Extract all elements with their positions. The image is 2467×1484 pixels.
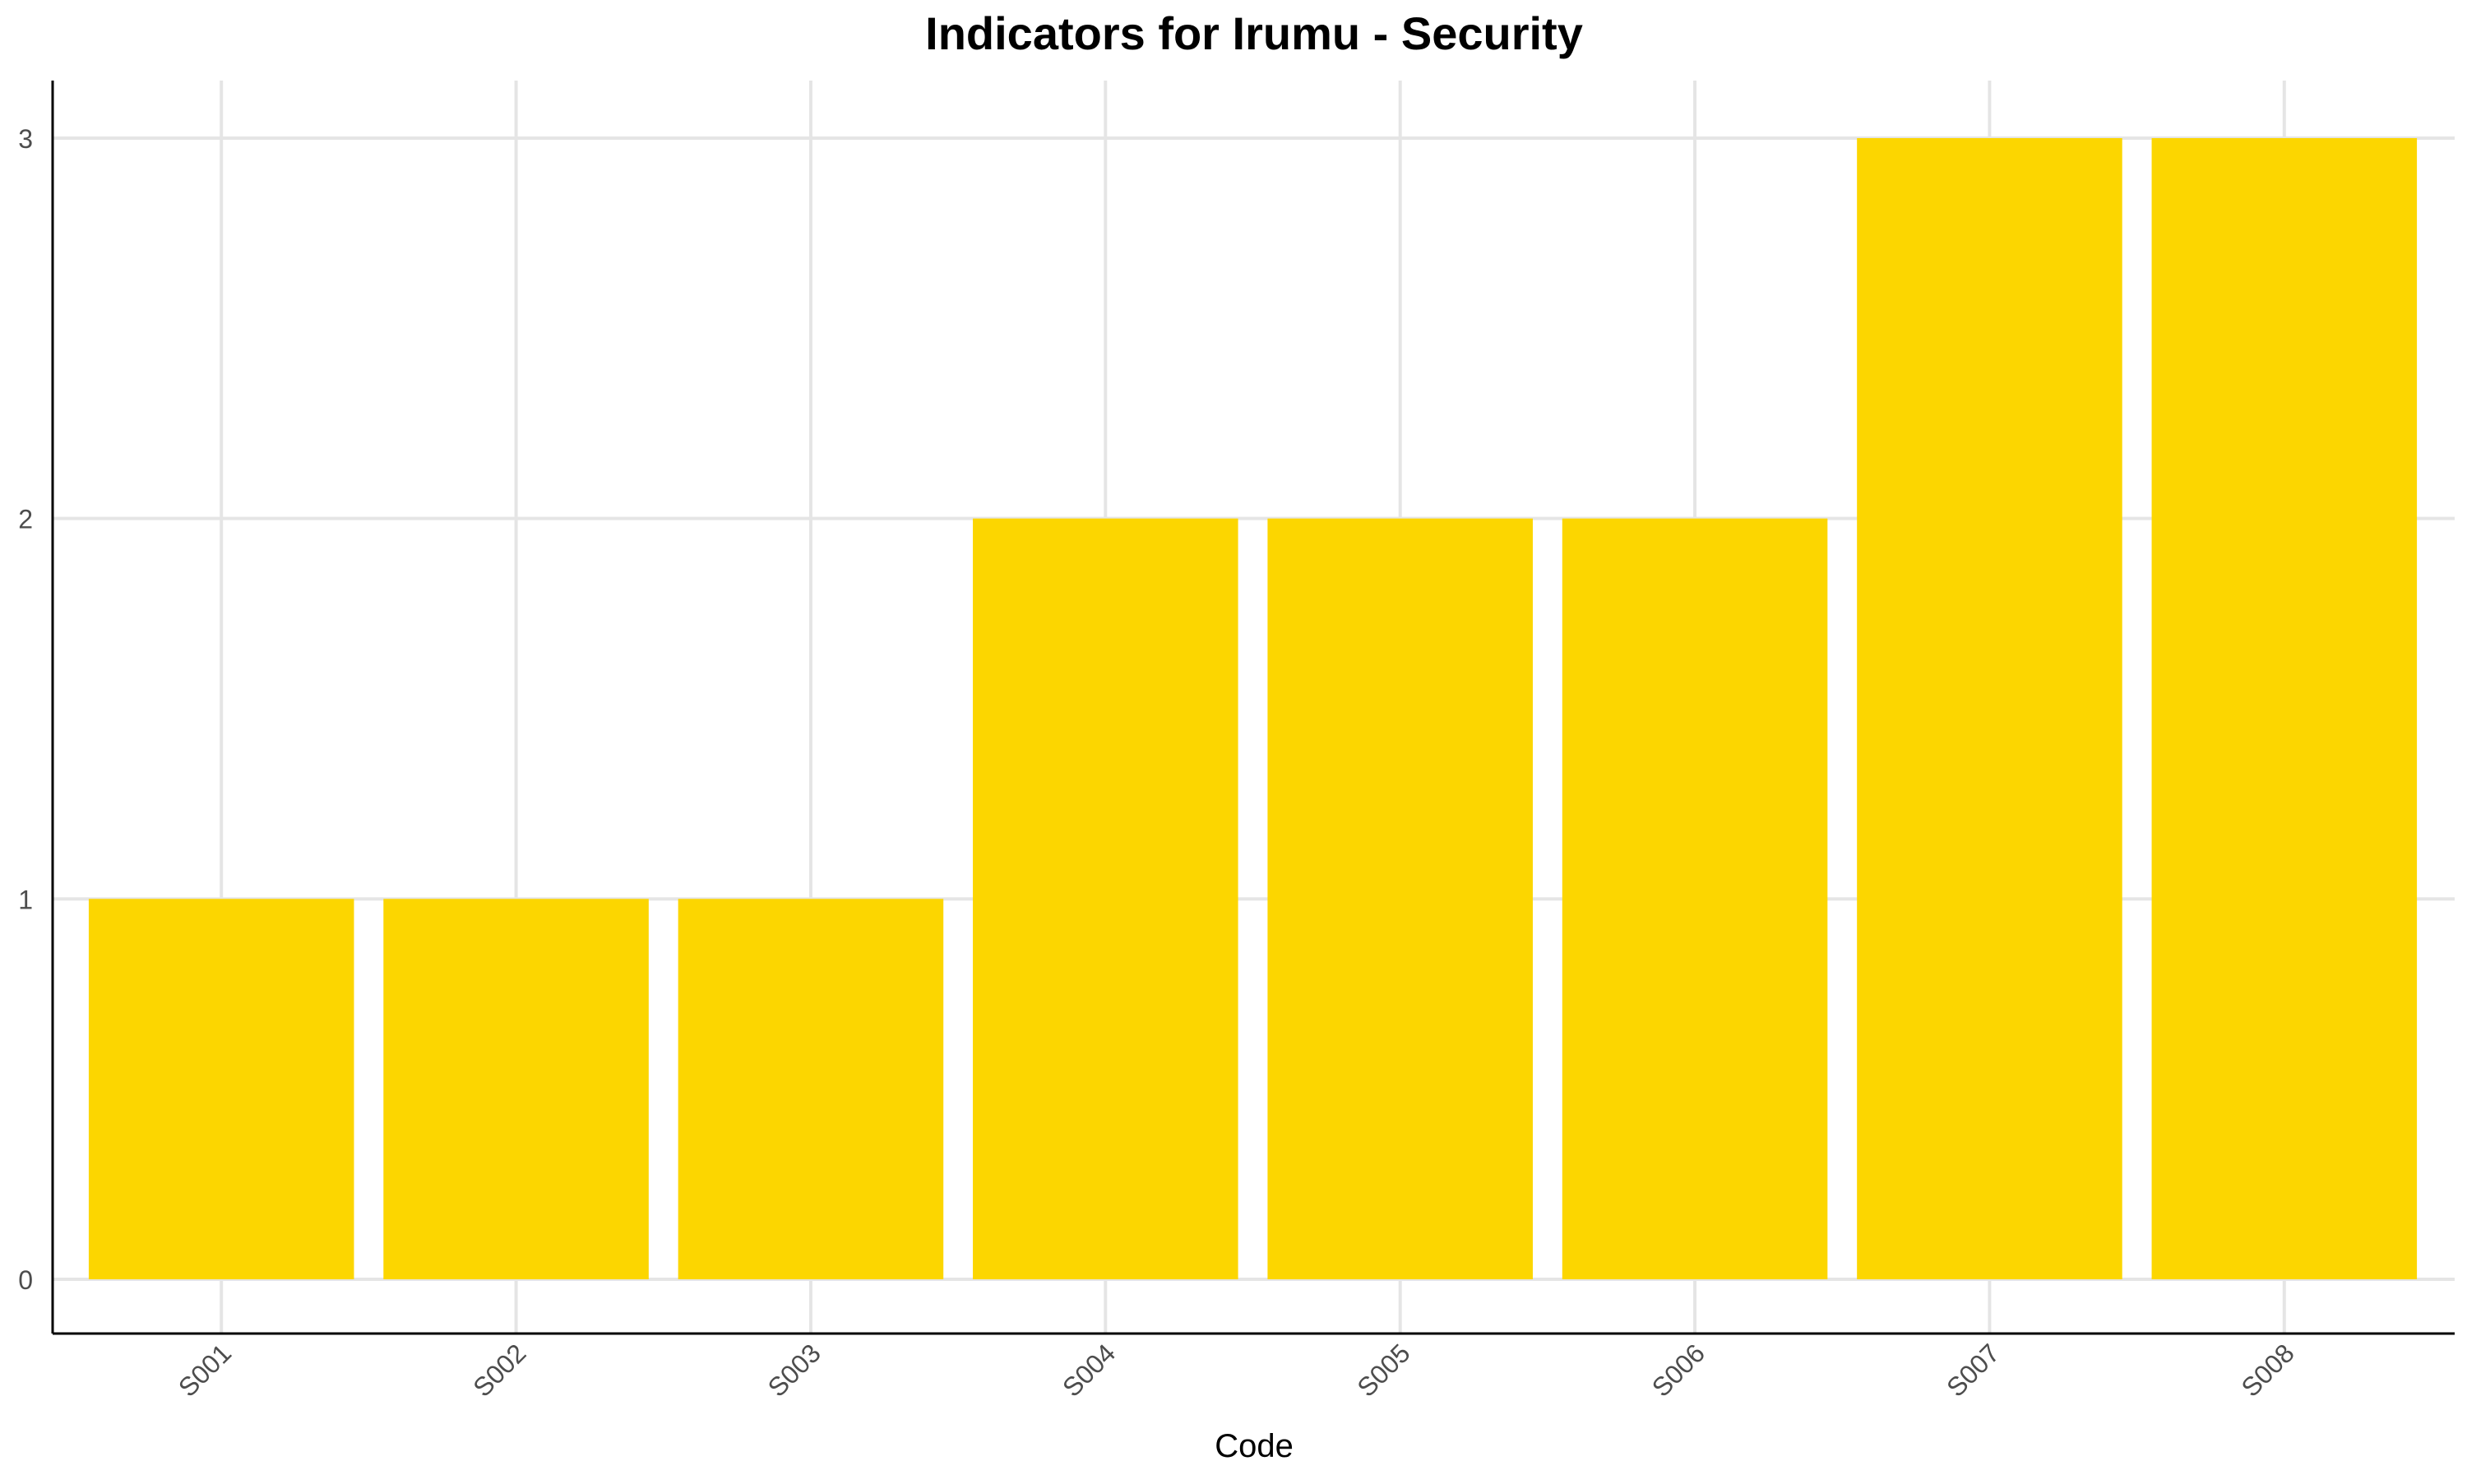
y-tick-label: 3 bbox=[18, 124, 33, 154]
x-tick-labels: S001 S002 S003 S004 S005 S006 S007 S008 bbox=[173, 1338, 2300, 1402]
bar-s008 bbox=[2151, 138, 2418, 1279]
bar-s004 bbox=[973, 518, 1238, 1279]
x-tick-label: S006 bbox=[1646, 1338, 1710, 1402]
bar-s003 bbox=[678, 899, 944, 1279]
y-tick-label: 0 bbox=[18, 1265, 33, 1295]
x-tick-label: S001 bbox=[173, 1338, 237, 1402]
y-tick-labels: 0 1 2 3 bbox=[18, 124, 33, 1295]
bar-s007 bbox=[1857, 138, 2122, 1279]
bars bbox=[88, 138, 2418, 1279]
axes bbox=[51, 81, 2455, 1335]
chart-title: Indicators for Irumu - Security bbox=[925, 7, 1583, 59]
bar-s005 bbox=[1267, 518, 1533, 1279]
bar-s001 bbox=[88, 899, 354, 1279]
y-tick-label: 1 bbox=[18, 885, 33, 914]
bar-s006 bbox=[1562, 518, 1828, 1279]
y-tick-label: 2 bbox=[18, 505, 33, 534]
bar-s002 bbox=[383, 899, 649, 1279]
x-tick-label: S008 bbox=[2235, 1338, 2299, 1402]
x-tick-label: S003 bbox=[762, 1338, 826, 1402]
x-tick-label: S004 bbox=[1057, 1338, 1121, 1402]
x-axis-label: Code bbox=[1215, 1428, 1294, 1464]
x-tick-label: S007 bbox=[1941, 1338, 2005, 1402]
x-tick-label: S002 bbox=[467, 1338, 531, 1402]
x-tick-label: S005 bbox=[1351, 1338, 1415, 1402]
